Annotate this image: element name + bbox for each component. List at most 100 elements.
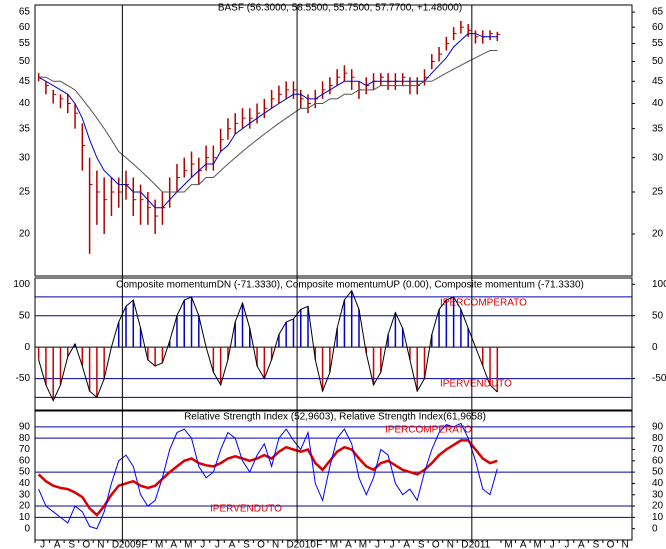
- x-tick-label: A: [403, 540, 410, 549]
- x-tick-label: N: [447, 540, 454, 549]
- y-tick-label: 20: [652, 501, 664, 512]
- y-tick-label: 20: [19, 229, 31, 240]
- x-tick-label: M: [359, 540, 367, 549]
- x-tick-label: N: [97, 540, 104, 549]
- x-tick-label: 2011: [469, 540, 491, 549]
- y-tick-label: 65: [19, 7, 31, 18]
- y-tick-label: 40: [19, 478, 31, 489]
- x-tick-label: M: [504, 540, 512, 549]
- y-tick-label: 70: [19, 444, 31, 455]
- x-tick-label: F: [142, 540, 148, 549]
- y-tick-label: 100: [652, 279, 666, 290]
- annotation: IPERVENDUTO: [440, 379, 512, 390]
- x-tick-label: J: [390, 540, 395, 549]
- y-tick-label: 0: [24, 523, 30, 534]
- y-tick-label: 90: [19, 421, 31, 432]
- x-tick-label: J: [215, 540, 220, 549]
- y-tick-label: 30: [19, 152, 31, 163]
- y-tick-label: 50: [19, 467, 31, 478]
- y-tick-label: 25: [19, 187, 31, 198]
- x-tick-label: J: [550, 540, 555, 549]
- y-tick-label: 45: [652, 76, 664, 87]
- y-tick-label: 60: [652, 22, 664, 33]
- x-tick-label: A: [520, 540, 527, 549]
- x-tick-label: O: [607, 540, 615, 549]
- y-tick-label: 80: [19, 433, 31, 444]
- panel-frame: [34, 4, 633, 277]
- y-tick-label: 40: [19, 98, 31, 109]
- y-tick-label: 60: [19, 22, 31, 33]
- y-tick-label: 20: [652, 229, 664, 240]
- momentum-title: Composite momentumDN (-71.3330), Composi…: [116, 280, 584, 291]
- x-tick-label: A: [578, 540, 585, 549]
- x-tick-label: A: [170, 540, 177, 549]
- x-tick-label: 2010: [294, 540, 317, 549]
- x-tick-label: N: [272, 540, 279, 549]
- y-tick-label: 80: [652, 433, 664, 444]
- y-tick-label: 50: [652, 467, 664, 478]
- x-tick-label: A: [345, 540, 352, 549]
- y-tick-label: 55: [19, 38, 31, 49]
- x-tick-label: M: [330, 540, 338, 549]
- price-title: BASF (56.3000, 58.5500, 55.7500, 57.7700…: [218, 3, 462, 14]
- x-tick-label: D: [112, 540, 119, 549]
- x-tick-label: A: [54, 540, 61, 549]
- y-tick-label: 60: [652, 455, 664, 466]
- y-tick-label: 60: [19, 455, 31, 466]
- x-tick-label: O: [257, 540, 265, 549]
- x-tick-label: M: [534, 540, 542, 549]
- x-tick-label: N: [621, 540, 628, 549]
- y-tick-label: 40: [652, 98, 664, 109]
- panel-frame: [34, 277, 633, 411]
- rsi-line: [38, 422, 498, 530]
- x-tick-label: J: [375, 540, 380, 549]
- x-tick-label: D: [287, 540, 294, 549]
- y-tick-label: 20: [19, 501, 31, 512]
- x-tick-label: M: [184, 540, 192, 549]
- y-tick-label: 70: [652, 444, 664, 455]
- momentum-line: [38, 289, 498, 402]
- x-tick-label: O: [432, 540, 440, 549]
- y-tick-label: 0: [652, 342, 658, 353]
- x-tick-label: J: [564, 540, 569, 549]
- y-tick-label: 35: [652, 123, 664, 134]
- x-tick-label: S: [418, 540, 425, 549]
- y-tick-label: 50: [19, 56, 31, 67]
- y-tick-label: 30: [652, 489, 664, 500]
- panel-frame: [34, 410, 633, 541]
- x-tick-label: 2009: [119, 540, 142, 549]
- y-tick-label: 100: [13, 279, 30, 290]
- y-tick-label: 25: [652, 187, 664, 198]
- annotation: IPERVENDUTO: [210, 504, 282, 515]
- rsi-title: Relative Strength Index (52,9603), Relat…: [184, 412, 486, 423]
- x-tick-label: S: [593, 540, 600, 549]
- rsi-line: [37, 439, 498, 517]
- y-tick-label: 50: [652, 310, 664, 321]
- y-tick-label: 30: [652, 152, 664, 163]
- y-tick-label: 30: [19, 489, 31, 500]
- y-tick-label: 45: [19, 76, 31, 87]
- y-tick-label: -50: [16, 373, 31, 384]
- y-tick-label: 0: [24, 342, 30, 353]
- y-tick-label: 65: [652, 7, 664, 18]
- moving-average: [38, 33, 498, 209]
- y-tick-label: 35: [19, 123, 31, 134]
- x-tick-label: S: [68, 540, 75, 549]
- y-tick-label: -50: [652, 373, 666, 384]
- x-tick-label: O: [82, 540, 90, 549]
- y-tick-label: 40: [652, 478, 664, 489]
- x-tick-label: D: [461, 540, 468, 549]
- x-tick-label: J: [40, 540, 45, 549]
- y-tick-label: 50: [19, 310, 31, 321]
- y-tick-label: 0: [652, 523, 658, 534]
- y-tick-label: 90: [652, 421, 664, 432]
- annotation: IPERCOMPERATO: [440, 298, 527, 309]
- moving-average: [38, 50, 498, 193]
- x-tick-label: M: [155, 540, 163, 549]
- annotation: IPERCOMPERATO: [385, 425, 472, 436]
- y-tick-label: 10: [652, 512, 664, 523]
- y-tick-label: 55: [652, 38, 664, 49]
- x-tick-label: S: [243, 540, 250, 549]
